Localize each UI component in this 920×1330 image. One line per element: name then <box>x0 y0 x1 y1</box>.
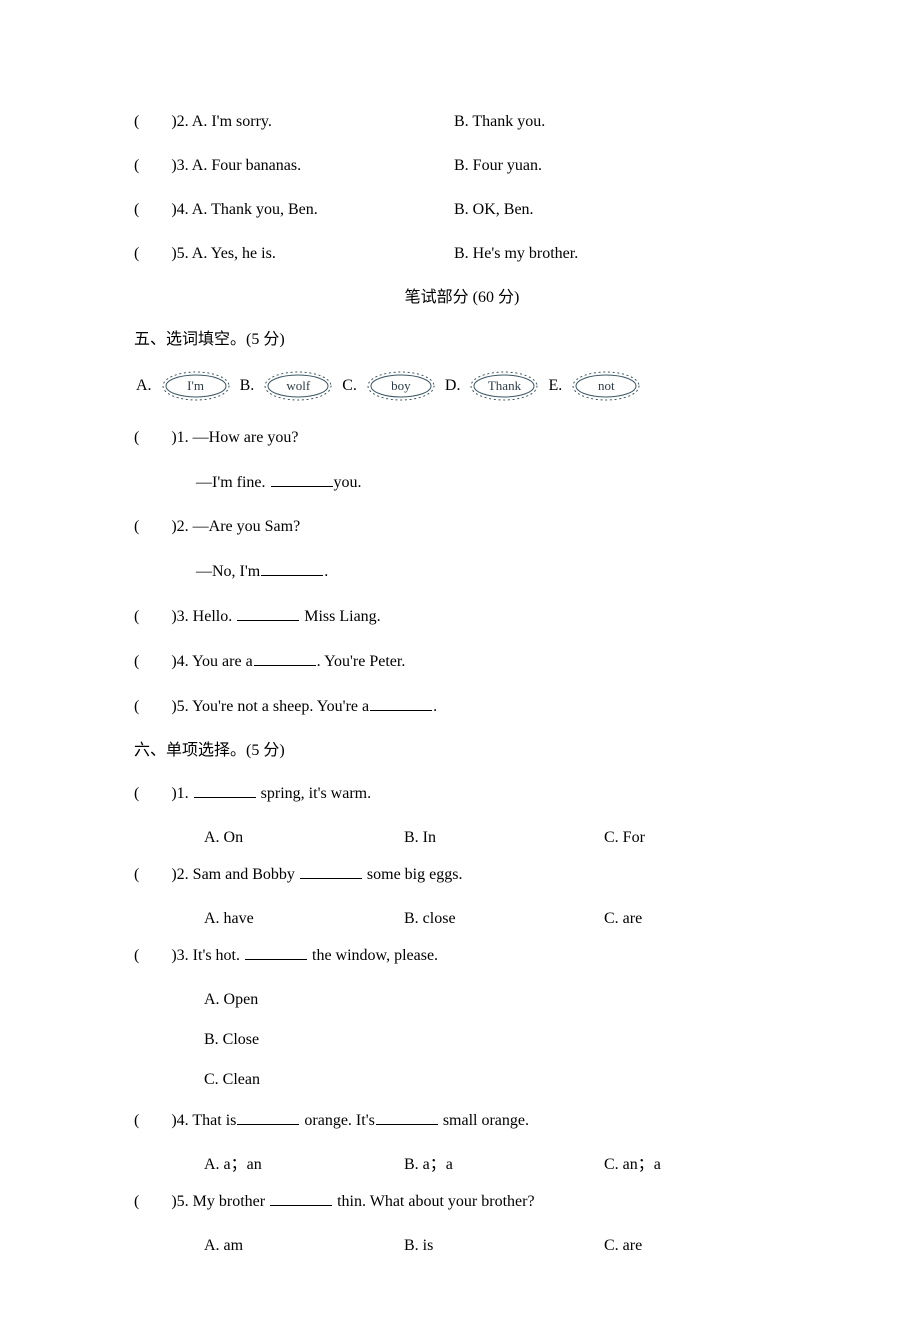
answer-blank[interactable] <box>271 470 333 487</box>
option-c[interactable]: C. Clean <box>204 1068 790 1092</box>
option-b[interactable]: B. is <box>404 1234 604 1258</box>
mc-options: A. am B. is C. are <box>134 1234 790 1258</box>
bank-label: C. <box>342 374 357 398</box>
paren-blank[interactable]: ( ) <box>134 518 177 535</box>
option-a[interactable]: A. a；an <box>204 1153 404 1177</box>
bank-word: not <box>570 370 642 402</box>
paren-blank[interactable]: ( ) <box>134 785 177 802</box>
mc-item: ( )2. Sam and Bobby some big eggs. <box>134 862 790 887</box>
paren-blank[interactable]: ( ) <box>134 157 177 174</box>
bank-oval: I'm <box>160 370 232 402</box>
answer-blank[interactable] <box>254 649 316 666</box>
answer-blank[interactable] <box>237 604 299 621</box>
option-b[interactable]: B. a；a <box>404 1153 604 1177</box>
paren-blank[interactable]: ( ) <box>134 698 177 715</box>
paren-blank[interactable]: ( ) <box>134 113 177 130</box>
option-a-text: A. Yes, he is. <box>192 245 276 262</box>
listening-item: ( )2. A. I'm sorry. B. Thank you. <box>134 110 790 134</box>
mc-item: ( )1. spring, it's warm. <box>134 781 790 806</box>
bank-word: I'm <box>160 370 232 402</box>
option-b[interactable]: B. Close <box>204 1028 790 1052</box>
option-c[interactable]: C. For <box>604 826 724 850</box>
paren-blank[interactable]: ( ) <box>134 866 177 883</box>
mc-options: A. have B. close C. are <box>134 907 790 931</box>
listening-item: ( )5. A. Yes, he is. B. He's my brother. <box>134 242 790 266</box>
option-b-text: B. Thank you. <box>454 113 545 130</box>
word-bank: A. I'm B. wolf C. boy D. Thank E. not <box>134 370 790 402</box>
section5-title: 五、选词填空。(5 分) <box>134 328 790 352</box>
option-a[interactable]: A. On <box>204 826 404 850</box>
option-c[interactable]: C. an；a <box>604 1153 724 1177</box>
worksheet-page: ( )2. A. I'm sorry. B. Thank you. ( )3. … <box>0 0 920 1330</box>
bank-label: B. <box>240 374 255 398</box>
bank-word: Thank <box>468 370 540 402</box>
answer-blank[interactable] <box>376 1108 438 1125</box>
fill-item: ( )1. —How are you? <box>134 426 790 450</box>
bank-word: wolf <box>262 370 334 402</box>
answer-blank[interactable] <box>270 1189 332 1206</box>
option-b-text: B. OK, Ben. <box>454 201 534 218</box>
section6-title: 六、单项选择。(5 分) <box>134 739 790 763</box>
listening-item: ( )4. A. Thank you, Ben. B. OK, Ben. <box>134 198 790 222</box>
option-c[interactable]: C. are <box>604 907 724 931</box>
mc-options: A. a；an B. a；a C. an；a <box>134 1153 790 1177</box>
option-a[interactable]: A. am <box>204 1234 404 1258</box>
bank-label: D. <box>445 374 461 398</box>
fill-item: ( )3. Hello. Miss Liang. <box>134 604 790 629</box>
bank-oval: boy <box>365 370 437 402</box>
answer-blank[interactable] <box>300 862 362 879</box>
mc-item: ( )3. It's hot. the window, please. <box>134 943 790 968</box>
answer-blank[interactable] <box>261 559 323 576</box>
fill-item: ( )4. You are a. You're Peter. <box>134 649 790 674</box>
option-a[interactable]: A. Open <box>204 988 790 1012</box>
option-b-text: B. He's my brother. <box>454 245 578 262</box>
answer-blank[interactable] <box>245 943 307 960</box>
bank-oval: not <box>570 370 642 402</box>
paren-blank[interactable]: ( ) <box>134 429 177 446</box>
listening-item: ( )3. A. Four bananas. B. Four yuan. <box>134 154 790 178</box>
bank-word: boy <box>365 370 437 402</box>
mc-item: ( )4. That is orange. It's small orange. <box>134 1108 790 1133</box>
bank-label: A. <box>136 374 152 398</box>
option-a[interactable]: A. have <box>204 907 404 931</box>
dialogue-line2: —I'm fine. you. <box>134 470 790 495</box>
bank-oval: wolf <box>262 370 334 402</box>
fill-item: ( )2. —Are you Sam? <box>134 515 790 539</box>
option-b-text: B. Four yuan. <box>454 157 542 174</box>
paren-blank[interactable]: ( ) <box>134 608 177 625</box>
mc-options: A. On B. In C. For <box>134 826 790 850</box>
written-section-header: 笔试部分 (60 分) <box>134 286 790 310</box>
option-a: 2 <box>177 113 185 130</box>
option-b[interactable]: B. close <box>404 907 604 931</box>
paren-blank[interactable]: ( ) <box>134 245 177 262</box>
paren-blank[interactable]: ( ) <box>134 947 177 964</box>
option-a-text: A. Four bananas. <box>192 157 301 174</box>
paren-blank[interactable]: ( ) <box>134 201 177 218</box>
bank-label: E. <box>548 374 562 398</box>
option-a-text: A. Thank you, Ben. <box>192 201 318 218</box>
paren-blank[interactable]: ( ) <box>134 653 177 670</box>
dialogue-line1: —Are you Sam? <box>193 518 301 535</box>
option-a-text: A. I'm sorry. <box>192 113 272 130</box>
answer-blank[interactable] <box>370 694 432 711</box>
paren-blank[interactable]: ( ) <box>134 1112 177 1129</box>
option-b[interactable]: B. In <box>404 826 604 850</box>
answer-blank[interactable] <box>237 1108 299 1125</box>
bank-oval: Thank <box>468 370 540 402</box>
mc-options-stack: A. Open B. Close C. Clean <box>134 988 790 1092</box>
fill-item: ( )5. You're not a sheep. You're a. <box>134 694 790 719</box>
option-c[interactable]: C. are <box>604 1234 724 1258</box>
answer-blank[interactable] <box>194 781 256 798</box>
mc-item: ( )5. My brother thin. What about your b… <box>134 1189 790 1214</box>
paren-blank[interactable]: ( ) <box>134 1193 177 1210</box>
dialogue-line1: —How are you? <box>193 429 299 446</box>
dialogue-line2: —No, I'm. <box>134 559 790 584</box>
